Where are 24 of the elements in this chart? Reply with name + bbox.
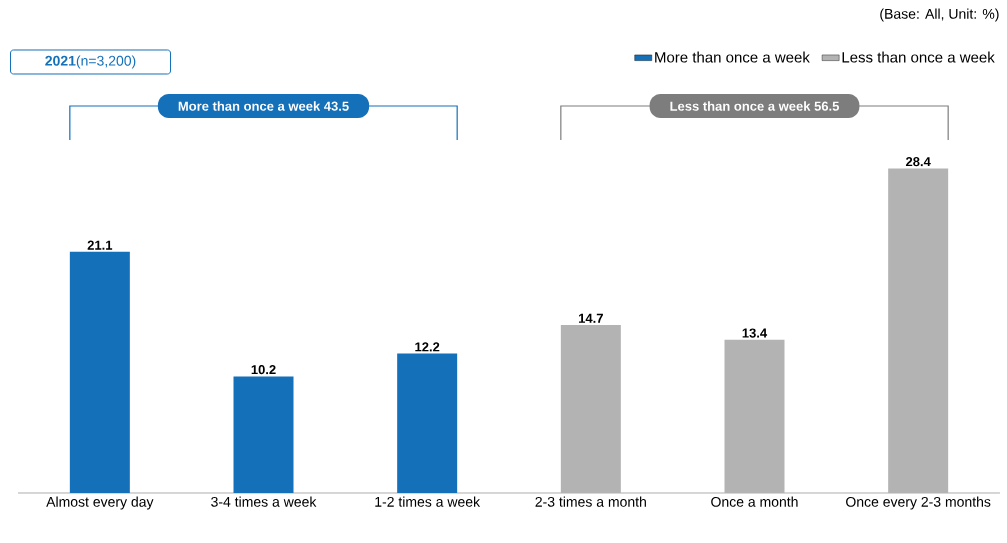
x-tick-label: Once every 2-3 months [846,496,991,510]
legend-label: More than once a week [655,51,810,63]
bar [888,168,949,493]
text: (Base: All, Unit: %) [880,8,999,22]
x-tick-label: Once a month [711,496,798,507]
text: More than once a week 43.5 [178,101,349,111]
x-tick-label: Almost every day [46,496,154,510]
x-tick-label: 3-4 times a week [211,496,317,507]
bar [560,325,621,493]
data-label: 13.4 [742,328,768,338]
data-label: 14.7 [579,313,603,323]
data-label: 21.1 [87,240,113,250]
data-label: 10.2 [251,365,276,375]
x-tick-label: 2-3 times a month [535,496,646,507]
bar [69,251,130,493]
bar [724,339,785,493]
data-label: 12.2 [415,342,440,352]
text: Less than once a week 56.5 [670,101,840,111]
bar [397,353,458,493]
bar [233,376,294,493]
x-tick-label: 1-2 times a week [375,496,481,507]
legend-label: Less than once a week [842,51,995,63]
data-label: 28.4 [905,157,931,167]
chart-subtitle: 2021(n=3,200) [45,55,136,69]
